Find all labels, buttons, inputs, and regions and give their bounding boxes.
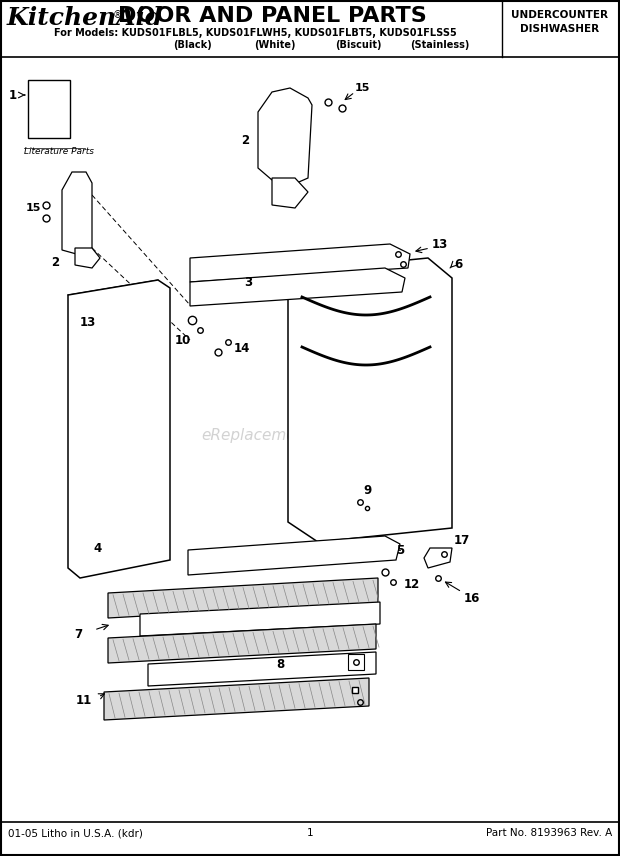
Text: UNDERCOUNTER: UNDERCOUNTER xyxy=(512,10,608,20)
Text: 2: 2 xyxy=(51,257,59,270)
Text: 5: 5 xyxy=(396,544,404,556)
Text: (White): (White) xyxy=(254,40,296,50)
Text: 12: 12 xyxy=(404,578,420,591)
Polygon shape xyxy=(190,244,410,282)
Polygon shape xyxy=(188,536,400,575)
Polygon shape xyxy=(140,602,380,636)
Text: DISHWASHER: DISHWASHER xyxy=(520,24,600,34)
Text: (Black): (Black) xyxy=(172,40,211,50)
Text: 7: 7 xyxy=(74,627,82,640)
Text: 13: 13 xyxy=(80,316,96,329)
Polygon shape xyxy=(104,678,369,720)
Polygon shape xyxy=(190,268,405,306)
Text: eReplacementParts.com: eReplacementParts.com xyxy=(202,427,388,443)
Bar xyxy=(348,654,364,670)
Polygon shape xyxy=(62,172,92,255)
Polygon shape xyxy=(148,652,376,686)
Text: (Biscuit): (Biscuit) xyxy=(335,40,381,50)
Text: 10: 10 xyxy=(175,334,191,347)
Text: 15: 15 xyxy=(354,83,370,93)
Polygon shape xyxy=(108,578,378,618)
Polygon shape xyxy=(288,258,452,542)
Text: 4: 4 xyxy=(94,542,102,555)
Text: Part No. 8193963 Rev. A: Part No. 8193963 Rev. A xyxy=(485,828,612,838)
Bar xyxy=(28,80,70,138)
Polygon shape xyxy=(108,624,376,663)
Text: 01-05 Litho in U.S.A. (kdr): 01-05 Litho in U.S.A. (kdr) xyxy=(8,828,143,838)
Text: 1: 1 xyxy=(307,828,313,838)
Text: 2: 2 xyxy=(241,134,249,146)
Polygon shape xyxy=(68,280,170,578)
Text: 9: 9 xyxy=(364,484,372,496)
Polygon shape xyxy=(75,248,100,268)
Text: 16: 16 xyxy=(464,591,480,604)
Text: 6: 6 xyxy=(454,258,462,270)
Text: Literature Parts: Literature Parts xyxy=(24,147,94,156)
Polygon shape xyxy=(272,178,308,208)
Text: KitchenAid: KitchenAid xyxy=(7,6,164,30)
Text: 8: 8 xyxy=(276,658,284,671)
Text: (Stainless): (Stainless) xyxy=(410,40,470,50)
Text: ®: ® xyxy=(113,10,123,20)
Text: 11: 11 xyxy=(76,693,92,706)
Text: For Models: KUDS01FLBL5, KUDS01FLWH5, KUDS01FLBT5, KUDS01FLSS5: For Models: KUDS01FLBL5, KUDS01FLWH5, KU… xyxy=(53,28,456,38)
Text: 1: 1 xyxy=(9,88,17,102)
Text: 17: 17 xyxy=(454,533,470,546)
Text: 13: 13 xyxy=(432,237,448,251)
Text: 15: 15 xyxy=(25,203,41,213)
Polygon shape xyxy=(258,88,312,185)
Text: 14: 14 xyxy=(234,342,250,354)
Polygon shape xyxy=(424,548,452,568)
Text: 3: 3 xyxy=(244,276,252,288)
Text: DOOR AND PANEL PARTS: DOOR AND PANEL PARTS xyxy=(118,6,427,26)
